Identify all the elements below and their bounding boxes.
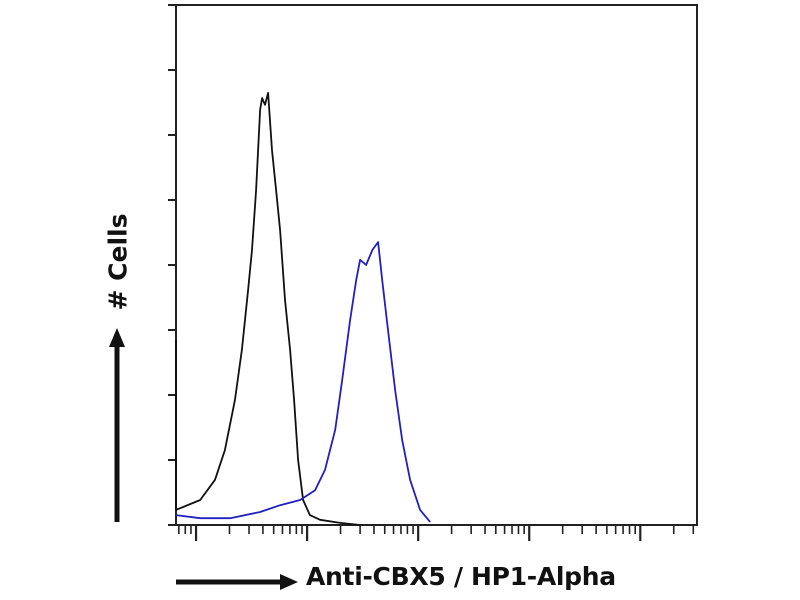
axes	[168, 4, 698, 541]
x-axis-arrowhead	[280, 574, 298, 590]
y-axis-label: # Cells	[103, 213, 133, 311]
plot-frame	[175, 4, 698, 526]
histogram-series-1	[175, 92, 361, 526]
histogram-series-2	[175, 241, 431, 523]
curves	[175, 92, 431, 526]
x-axis-label: Anti-CBX5 / HP1-Alpha	[306, 562, 616, 591]
axis-arrows	[109, 328, 298, 590]
y-axis-arrowhead	[109, 328, 125, 347]
